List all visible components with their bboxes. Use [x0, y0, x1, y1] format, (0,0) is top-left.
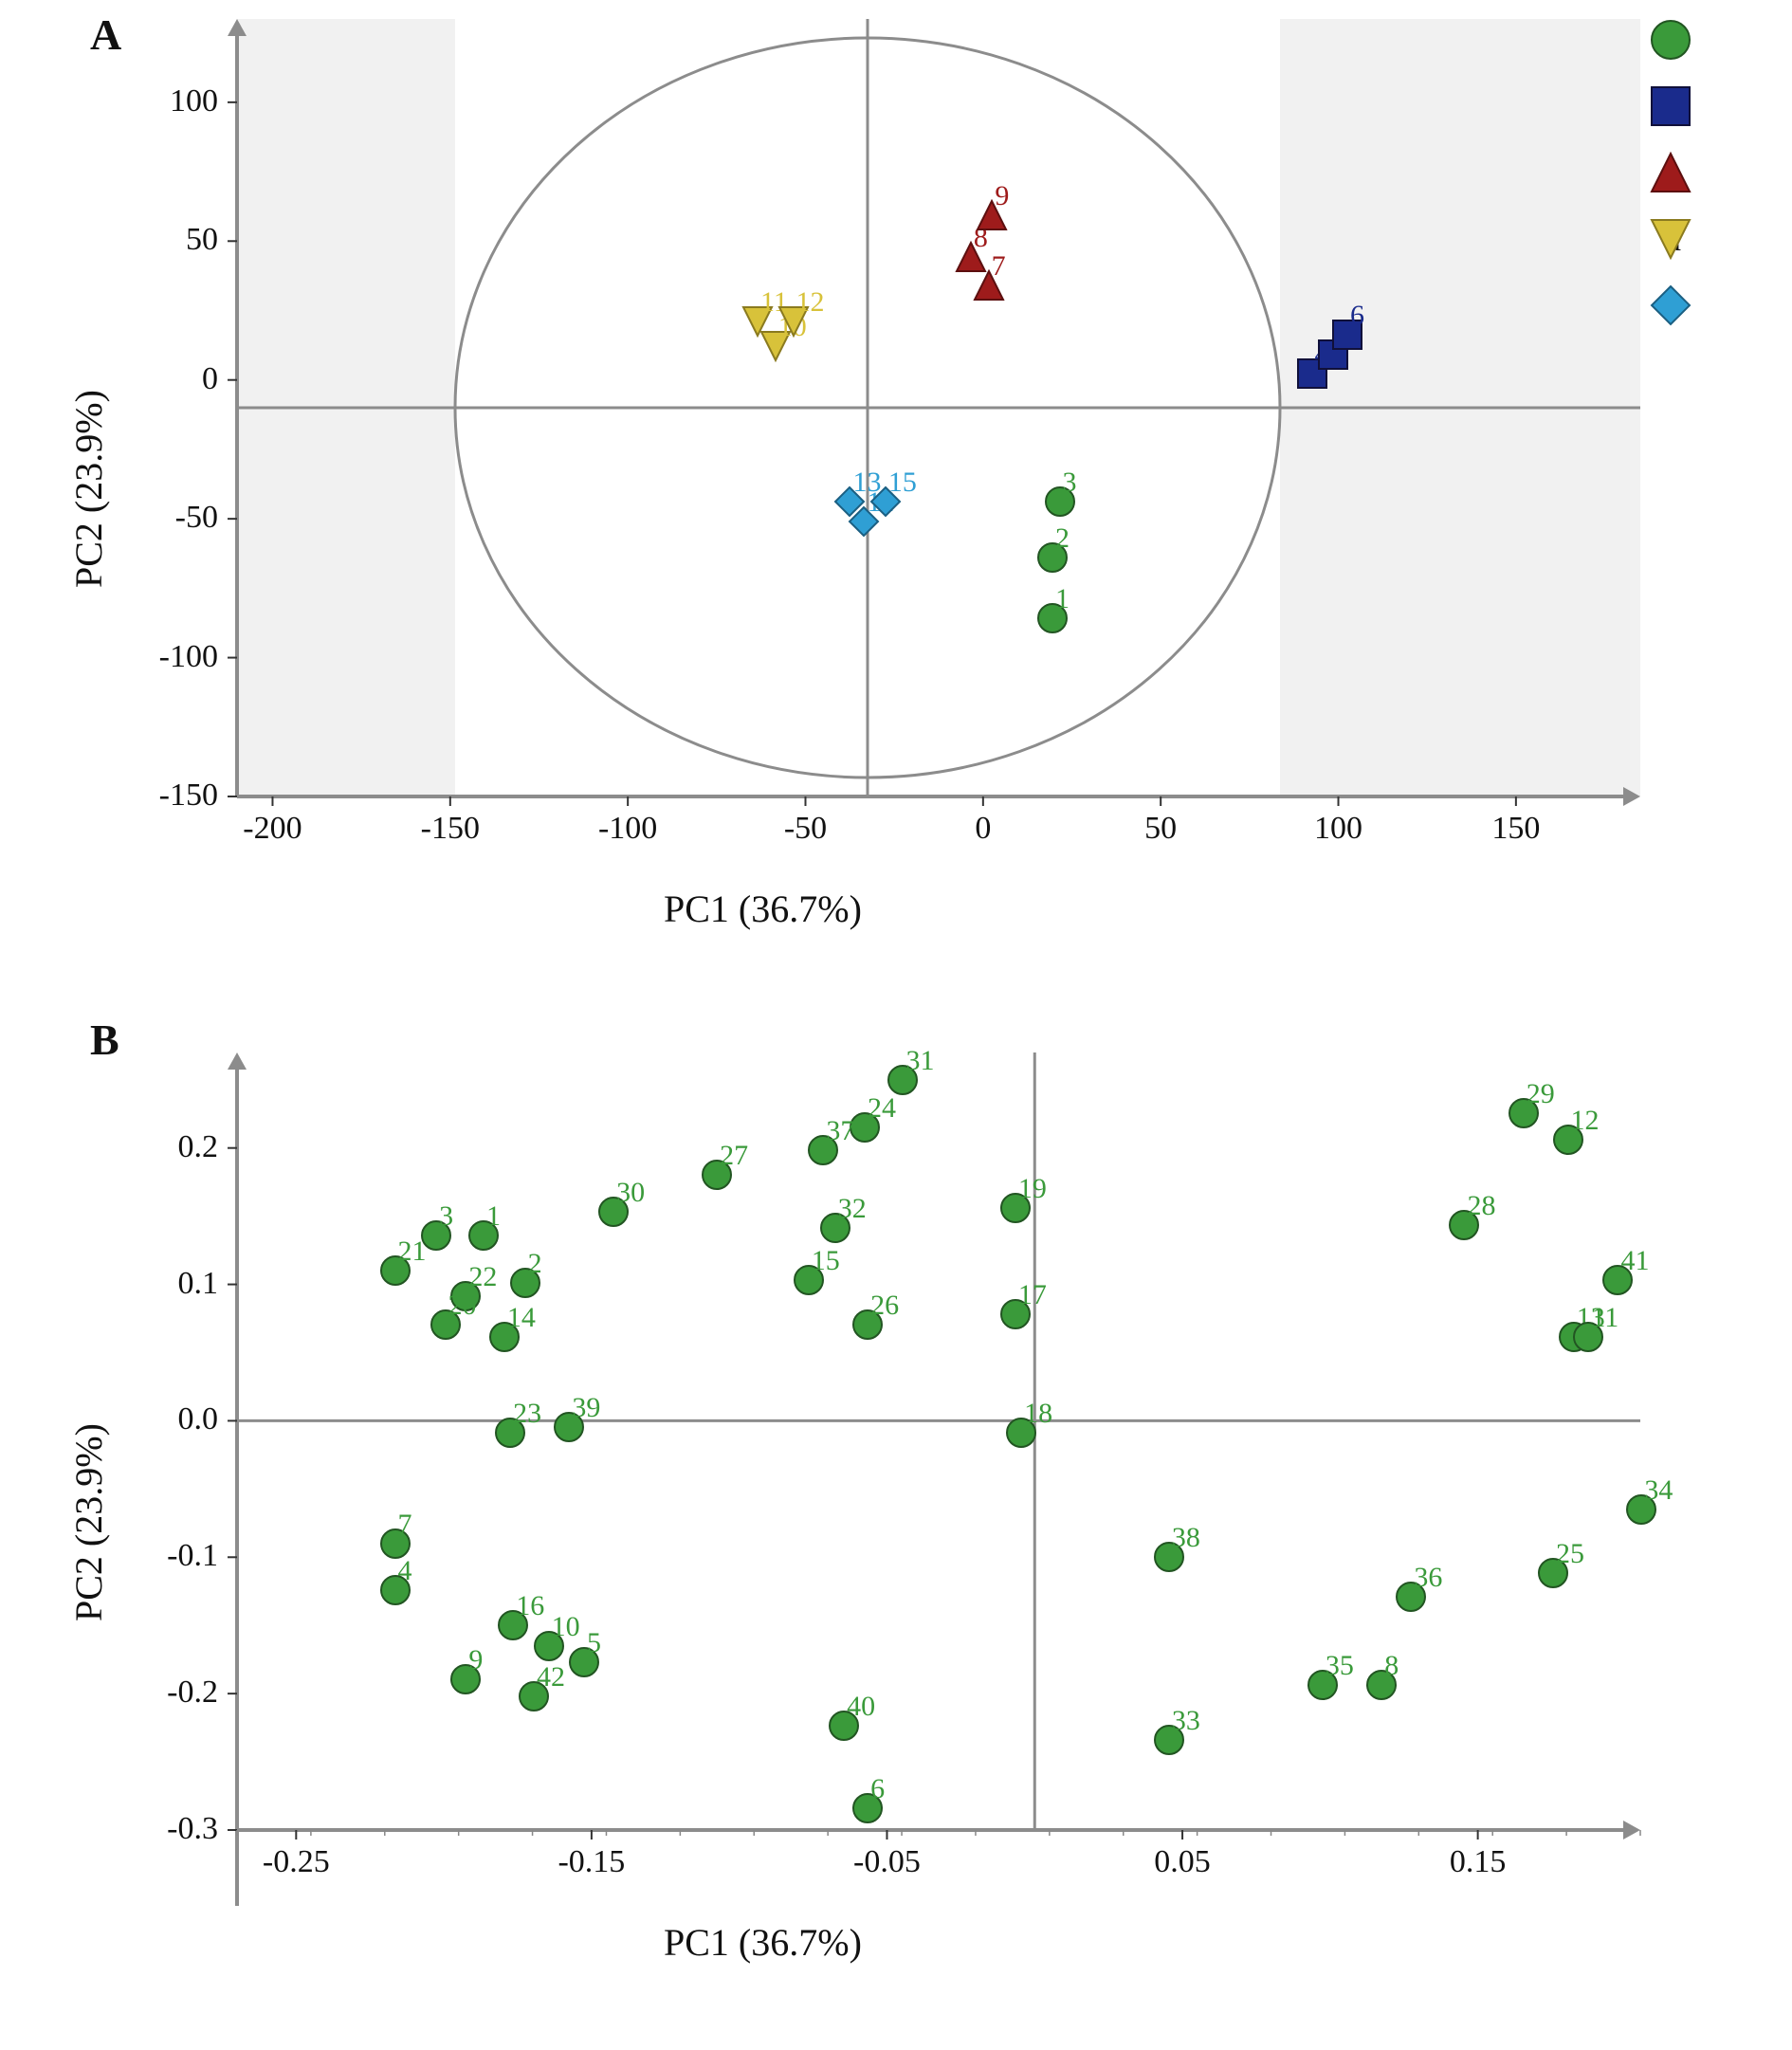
scatter-plot-b: -0.25 -0.15 -0.05 0.05 0.15 -0.3 -0.2 -0.1 0.0 0… [237, 1052, 1640, 1906]
y-tick-label-a--50: -50 [95, 500, 218, 536]
data-point-label-b-2: 2 [528, 1248, 542, 1280]
data-point-label-b-30: 30 [616, 1177, 645, 1209]
panel-b: B -0.25 -0.15 -0.05 0.05 0.15 -0.3 -0.2 -0.1 0.… [0, 986, 1792, 2050]
data-point-label-b-25: 25 [1556, 1538, 1584, 1570]
scatter-plot-a: -200 -150 -100 -50 0 50 100 150 -150 -100 -50 0 50 1… [237, 19, 1640, 872]
data-point-label-b-16: 16 [516, 1590, 544, 1622]
data-point-label-b-19: 19 [1018, 1173, 1047, 1205]
data-point-label-e-15: 15 [888, 467, 917, 499]
full-page: A -200 -1 [0, 0, 1792, 2050]
data-point-label-b-10: 10 [552, 1611, 580, 1643]
data-point-label-b-29: 29 [1527, 1078, 1555, 1110]
data-point-label-a-2: 2 [1055, 522, 1070, 555]
data-point-label-b-37: 37 [826, 1115, 854, 1147]
data-point-label-b-8: 8 [1384, 1650, 1399, 1682]
data-point-label-b-12: 12 [1571, 1105, 1600, 1137]
data-point-label-b-17: 17 [1018, 1279, 1047, 1311]
data-point-label-c-9: 9 [995, 180, 1009, 212]
y-tick-label-b--0.1: -0.1 [95, 1538, 218, 1574]
x-tick-label-a--50: -50 [767, 811, 843, 847]
y-tick-label-b-0: 0.0 [95, 1401, 218, 1437]
x-tick-label-b--0.25: -0.25 [244, 1844, 348, 1880]
legend-item-e: e [1650, 284, 1679, 326]
data-point-label-b-33: 33 [1172, 1705, 1200, 1737]
data-point-label-b-38: 38 [1172, 1522, 1200, 1554]
data-point-label-b-3: 3 [439, 1200, 453, 1233]
x-tick-label-b--0.15: -0.15 [539, 1844, 644, 1880]
x-tick-label-a-0: 0 [945, 811, 1021, 847]
data-point-label-c-7: 7 [992, 250, 1006, 283]
x-tick-label-b--0.05: -0.05 [834, 1844, 939, 1880]
legend-item-b: b [1650, 85, 1681, 127]
y-axis-title-a: PC2 (23.9%) [66, 390, 111, 588]
data-point-label-b-5: 5 [587, 1627, 601, 1659]
y-tick-label-a--100: -100 [95, 639, 218, 675]
legend-item-a: a [1650, 19, 1679, 61]
data-point-label-b-7: 7 [398, 1509, 412, 1541]
x-tick-label-a--200: -200 [234, 811, 310, 847]
data-point-label-b-35: 35 [1326, 1650, 1354, 1682]
y-tick-label-b-0.1: 0.1 [95, 1266, 218, 1302]
data-point-label-b-21: 21 [398, 1235, 427, 1268]
x-tick-label-a--100: -100 [590, 811, 666, 847]
data-point-label-b-39: 39 [572, 1392, 600, 1424]
y-tick-label-a-100: 100 [95, 83, 218, 119]
data-point-label-b-6: 6 [870, 1773, 885, 1805]
data-point-label-a-3: 3 [1063, 467, 1077, 499]
data-point-label-b-11: 11 [1591, 1302, 1618, 1334]
y-tick-label-a-50: 50 [95, 222, 218, 258]
x-tick-label-a-100: 100 [1301, 811, 1377, 847]
data-point-label-a-1: 1 [1055, 583, 1070, 615]
data-point-label-d-12: 12 [796, 286, 825, 319]
y-tick-label-a-0: 0 [95, 361, 218, 397]
data-point-label-b-41: 41 [1620, 1245, 1649, 1277]
data-point-label-b-34: 34 [1644, 1474, 1673, 1507]
panel-a: A -200 -1 [0, 0, 1792, 986]
data-point-label-b-40: 40 [847, 1691, 875, 1723]
data-point-label-b-22: 22 [468, 1261, 497, 1293]
x-tick-label-b-0.15: 0.15 [1426, 1844, 1530, 1880]
data-point-label-b-32: 32 [838, 1193, 867, 1225]
x-axis-title-a: PC1 (36.7%) [664, 887, 862, 931]
y-tick-label-b-0.2: 0.2 [95, 1129, 218, 1165]
x-tick-label-b-0.05: 0.05 [1130, 1844, 1234, 1880]
y-axis-title-b: PC2 (23.9%) [66, 1423, 111, 1621]
data-point-label-b-26: 26 [870, 1290, 899, 1322]
legend-item-d: d [1650, 218, 1681, 260]
data-point-label-b-42: 42 [537, 1661, 565, 1693]
data-point-label-b-1: 1 [486, 1200, 501, 1233]
data-point-label-b-27: 27 [720, 1140, 748, 1172]
data-point-label-b-36: 36 [1414, 1562, 1442, 1594]
x-tick-label-a-50: 50 [1123, 811, 1198, 847]
data-point-label-b-18: 18 [1024, 1398, 1052, 1430]
legend-item-c: c [1650, 152, 1679, 193]
chart-a-svg [237, 19, 1640, 872]
data-point-label-b-9: 9 [468, 1644, 483, 1676]
data-point-label-b-20: 20 [448, 1290, 477, 1322]
chart-b-svg [237, 1052, 1640, 1906]
panel-a-label: A [90, 9, 121, 60]
x-tick-label-a--150: -150 [412, 811, 488, 847]
data-point-label-b-23: 23 [513, 1398, 541, 1430]
y-tick-label-b--0.3: -0.3 [95, 1811, 218, 1847]
data-point-label-b-4: 4 [398, 1555, 412, 1587]
data-point-label-b-15: 15 [812, 1245, 840, 1277]
panel-b-label: B [90, 1015, 119, 1065]
data-point-label-b-6: 6 [1350, 300, 1364, 332]
data-point-label-b-28: 28 [1467, 1190, 1495, 1222]
y-tick-label-a--150: -150 [95, 778, 218, 814]
y-tick-label-b--0.2: -0.2 [95, 1675, 218, 1711]
x-tick-label-a-150: 150 [1478, 811, 1554, 847]
data-point-label-b-31: 31 [905, 1045, 934, 1077]
data-point-label-b-24: 24 [868, 1092, 896, 1125]
data-point-label-b-14: 14 [507, 1302, 536, 1334]
x-axis-title-b: PC1 (36.7%) [664, 1920, 862, 1965]
